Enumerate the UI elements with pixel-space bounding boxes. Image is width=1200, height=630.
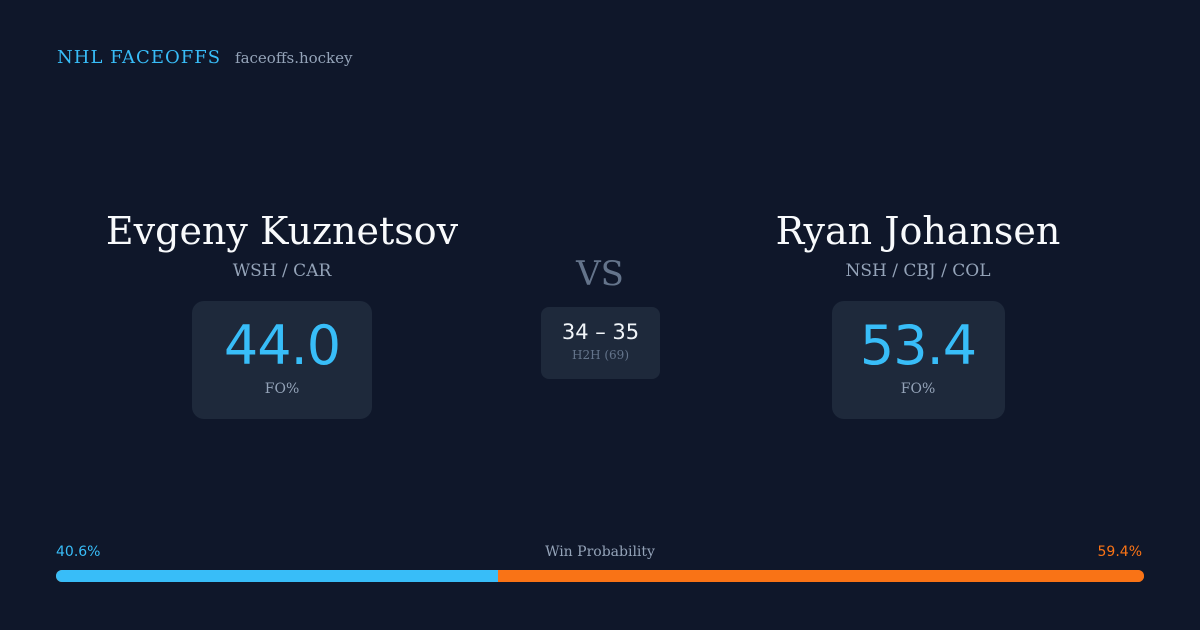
player-left-fo-card: 44.0 FO% [192, 301, 372, 419]
h2h-score: 34 – 35 [561, 320, 640, 344]
brand-domain: faceoffs.hockey [235, 49, 353, 67]
player-left-fo-value: 44.0 [223, 314, 341, 377]
player-left-fo-label: FO% [264, 381, 300, 397]
versus-label: VS [576, 254, 624, 294]
brand-name: NHL FACEOFFS [57, 47, 222, 68]
win-probability-left-label: 40.6% [56, 544, 101, 560]
player-right-fo-label: FO% [900, 381, 936, 397]
win-probability-title: Win Probability [545, 544, 655, 560]
player-right-fo-card: 53.4 FO% [831, 301, 1005, 419]
player-left-panel: Evgeny Kuznetsov WSH / CAR 44.0 FO% [82, 206, 482, 419]
player-right-teams: NSH / CBJ / COL [845, 261, 991, 281]
win-probability-right-fill [497, 570, 1144, 582]
player-left-name: Evgeny Kuznetsov [105, 209, 459, 253]
player-left-teams: WSH / CAR [232, 261, 332, 281]
win-probability-left-fill [56, 570, 498, 582]
head-to-head-card: 34 – 35 H2H (69) [541, 307, 660, 379]
player-right-name: Ryan Johansen [775, 209, 1061, 253]
brand-header: NHL FACEOFFS faceoffs.hockey [57, 47, 353, 68]
win-probability-bar [56, 570, 1144, 582]
player-right-panel: Ryan Johansen NSH / CBJ / COL 53.4 FO% [718, 206, 1118, 419]
win-probability-right-label: 59.4% [1097, 544, 1142, 560]
player-right-fo-value: 53.4 [859, 314, 977, 377]
h2h-label: H2H (69) [571, 348, 629, 362]
